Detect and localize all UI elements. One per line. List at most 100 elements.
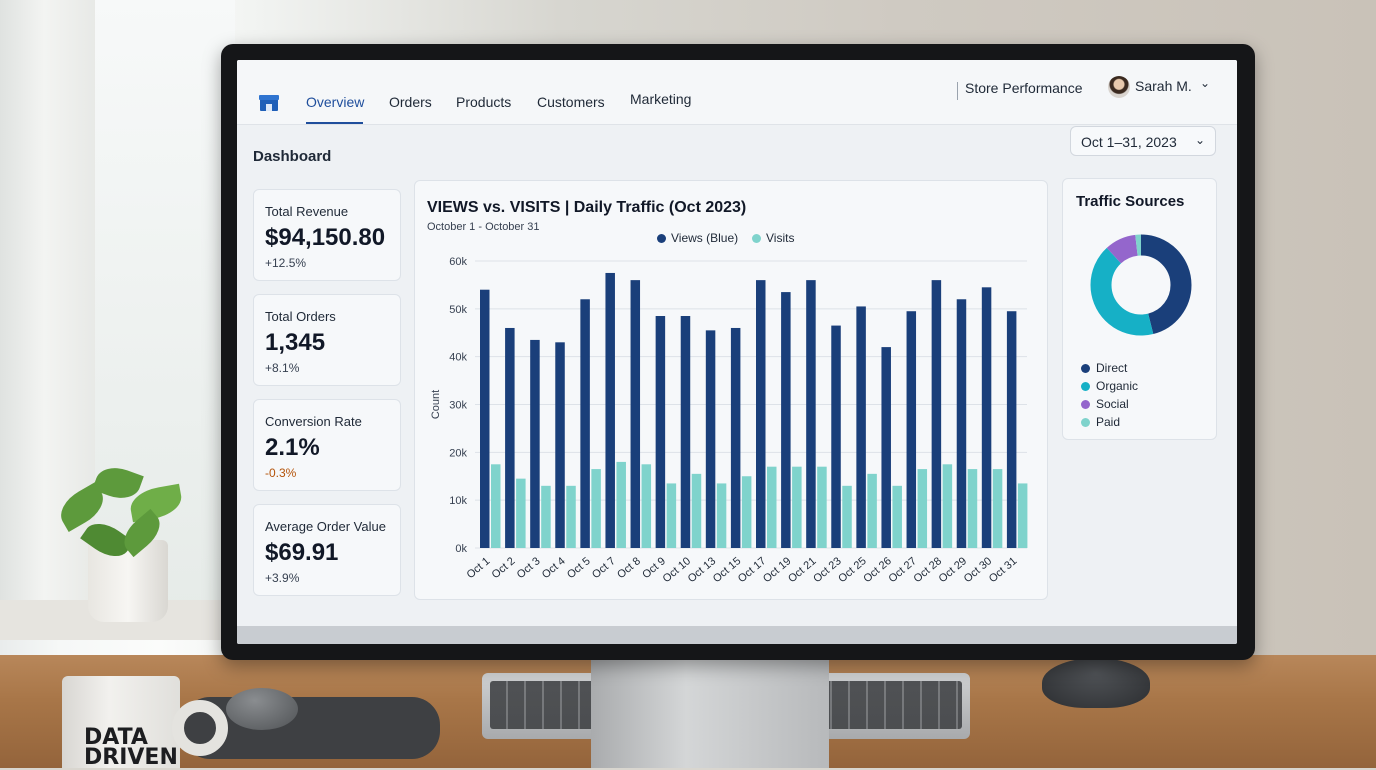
bar-views: [580, 299, 590, 548]
x-tick-label: Oct 28: [912, 555, 945, 585]
bar-views: [655, 316, 666, 548]
bar-visits: [666, 483, 677, 548]
traffic-donut-chart: [1090, 234, 1192, 336]
bar-visits: [566, 485, 576, 548]
x-tick-label: Oct 31: [987, 555, 1020, 585]
mug-text: DATA DRIVEN: [84, 725, 178, 770]
legend-dot: [1081, 418, 1090, 427]
bar-views: [555, 342, 565, 548]
bar-visits: [992, 469, 1003, 548]
date-range-select[interactable]: Oct 1–31, 2023 ⌄: [1070, 126, 1216, 156]
kpi-delta: +8.1%: [265, 361, 300, 375]
store-performance-link[interactable]: Store Performance: [965, 80, 1083, 96]
x-tick-label: Oct 5: [565, 555, 593, 581]
kpi-card-total-orders[interactable]: Total Orders 1,345 +8.1%: [253, 294, 401, 386]
screen-bezel-shade: [237, 626, 1237, 644]
screen: Overview Orders Products Customers Marke…: [237, 60, 1237, 644]
kpi-card-average-order-value[interactable]: Average Order Value $69.91 +3.9%: [253, 504, 401, 596]
legend-item-organic[interactable]: Organic: [1081, 379, 1138, 393]
bar-visits: [917, 469, 928, 548]
bar-views: [781, 292, 791, 548]
legend-label: Views (Blue): [671, 231, 739, 245]
kpi-label: Conversion Rate: [265, 414, 362, 429]
bar-visits: [792, 466, 802, 548]
kpi-card-total-revenue[interactable]: Total Revenue $94,150.80 +12.5%: [253, 189, 401, 281]
kpi-delta: -0.3%: [265, 466, 297, 480]
bar-visits: [842, 485, 852, 548]
x-tick-label: Oct 25: [836, 555, 869, 585]
legend-item-social[interactable]: Social: [1081, 397, 1129, 411]
legend-label: Direct: [1096, 361, 1128, 375]
bar-views: [806, 280, 816, 548]
legend-dot: [657, 234, 666, 243]
legend-item-direct[interactable]: Direct: [1081, 361, 1127, 375]
kpi-label: Average Order Value: [265, 519, 386, 534]
plant-pot: [88, 540, 168, 622]
bar-visits: [741, 476, 752, 548]
window: [95, 0, 235, 620]
tab-marketing[interactable]: Marketing: [630, 91, 692, 107]
tab-orders[interactable]: Orders: [389, 94, 432, 110]
date-range-value: Oct 1–31, 2023: [1081, 134, 1177, 150]
y-tick-label: 10k: [449, 495, 467, 507]
bar-visits: [942, 464, 953, 548]
x-tick-label: Oct 27: [886, 555, 919, 585]
x-tick-label: Oct 4: [540, 555, 568, 581]
mug-handle: [172, 700, 228, 756]
store-icon[interactable]: [259, 94, 279, 112]
bar-views: [906, 311, 917, 548]
bar-visits: [967, 469, 978, 548]
x-tick-label: Oct 19: [761, 555, 794, 585]
bar-views: [756, 280, 766, 548]
x-tick-label: Oct 17: [736, 555, 769, 585]
y-tick-label: 60k: [449, 256, 467, 268]
bar-views: [505, 327, 515, 548]
legend-item-paid[interactable]: Paid: [1081, 415, 1120, 429]
bar-views: [730, 327, 741, 548]
kpi-label: Total Orders: [265, 309, 336, 324]
legend-item-views[interactable]: Views (Blue): [657, 231, 738, 245]
legend-dot: [1081, 400, 1090, 409]
donut-slice-paid: [1090, 234, 1192, 336]
chevron-down-icon[interactable]: ⌄: [1200, 76, 1211, 90]
bar-visits: [716, 483, 727, 548]
traffic-sources-card: Traffic Sources Direct Organic Social Pa…: [1062, 178, 1217, 440]
legend-dot: [1081, 364, 1090, 373]
legend-item-visits[interactable]: Visits: [752, 231, 794, 245]
x-tick-label: Oct 21: [786, 555, 819, 585]
x-tick-label: Oct 7: [590, 555, 618, 581]
bar-views: [856, 306, 866, 548]
bar-visits: [1017, 483, 1028, 548]
bar-views: [881, 347, 891, 548]
bar-views: [1006, 311, 1017, 548]
legend-label: Visits: [766, 231, 795, 245]
bar-views: [480, 289, 490, 548]
kpi-value: $94,150.80: [265, 224, 386, 251]
chart-title: VIEWS vs. VISITS | Daily Traffic (Oct 20…: [427, 199, 747, 216]
avatar[interactable]: [1108, 76, 1130, 98]
tab-products[interactable]: Products: [456, 94, 512, 110]
bar-views: [705, 330, 716, 548]
x-tick-label: Oct 29: [937, 555, 970, 585]
tab-customers[interactable]: Customers: [537, 94, 605, 110]
x-tick-label: Oct 26: [861, 555, 894, 585]
monitor: Overview Orders Products Customers Marke…: [221, 44, 1255, 660]
kpi-delta: +12.5%: [265, 256, 307, 270]
kpi-label: Total Revenue: [265, 204, 349, 219]
tab-overview[interactable]: Overview: [306, 94, 365, 110]
bar-views: [680, 316, 691, 548]
user-name[interactable]: Sarah M.: [1135, 78, 1192, 94]
legend-label: Organic: [1096, 379, 1139, 393]
daily-traffic-chart: 0k 10k 20k 30k 40k 50k 60k Count Oct 1 Oct 2 Oct 3…: [414, 180, 1048, 600]
x-tick-label: Oct 30: [962, 555, 995, 585]
bar-views: [530, 339, 540, 548]
chevron-down-icon: ⌄: [1194, 133, 1205, 147]
bar-views: [931, 280, 942, 548]
x-tick-label: Oct 3: [515, 555, 543, 581]
kpi-card-conversion-rate[interactable]: Conversion Rate 2.1% -0.3%: [253, 399, 401, 491]
active-tab-indicator: [306, 122, 363, 124]
bar-views: [956, 299, 967, 548]
kpi-value: 2.1%: [265, 434, 320, 461]
x-tick-label: Oct 10: [661, 555, 694, 585]
bar-views: [981, 287, 992, 548]
